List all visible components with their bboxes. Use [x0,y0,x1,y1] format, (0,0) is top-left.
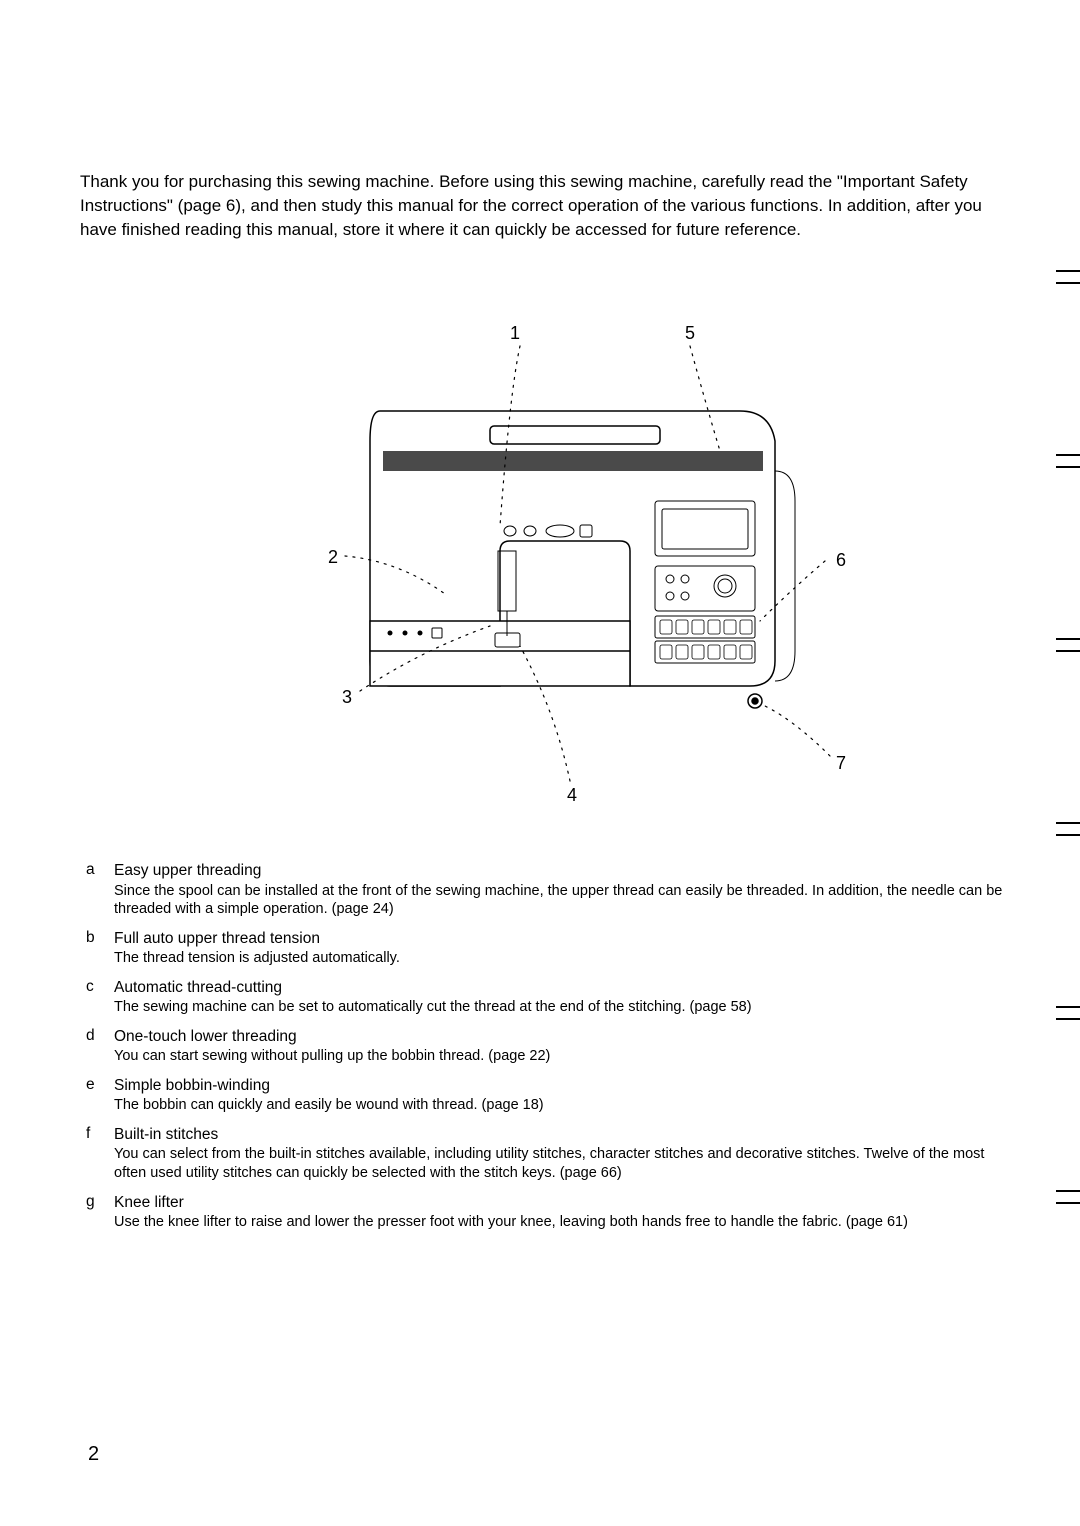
callout-1: 1 [510,323,520,343]
callout-5: 5 [685,323,695,343]
feature-title: Easy upper threading [114,861,1020,881]
feature-item: d One-touch lower threading You can star… [86,1027,1020,1066]
feature-item: c Automatic thread-cutting The sewing ma… [86,978,1020,1017]
feature-desc: You can select from the built-in stitche… [114,1145,1020,1183]
feature-letter: b [86,929,114,968]
feature-desc: Use the knee lifter to raise and lower t… [114,1213,1020,1232]
sewing-machine-diagram: 1 2 3 4 5 6 7 [200,291,900,811]
feature-desc: You can start sewing without pulling up … [114,1047,1020,1066]
page-number: 2 [88,1443,99,1466]
callout-2: 2 [328,547,338,567]
feature-letter: a [86,861,114,919]
callout-4: 4 [567,785,577,805]
diagram-container: 1 2 3 4 5 6 7 [80,291,1020,811]
feature-letter: e [86,1076,114,1115]
feature-title: Knee lifter [114,1193,1020,1213]
feature-desc: The sewing machine can be set to automat… [114,998,1020,1017]
feature-item: b Full auto upper thread tension The thr… [86,929,1020,968]
feature-letter: f [86,1125,114,1183]
callout-3: 3 [342,687,352,707]
feature-item: f Built-in stitches You can select from … [86,1125,1020,1183]
callout-7: 7 [836,753,846,773]
callout-6: 6 [836,550,846,570]
side-tab-mark [1056,822,1080,836]
side-tab-mark [1056,270,1080,284]
feature-title: Built-in stitches [114,1125,1020,1145]
feature-list: a Easy upper threading Since the spool c… [80,861,1020,1232]
feature-title: One-touch lower threading [114,1027,1020,1047]
feature-item: g Knee lifter Use the knee lifter to rai… [86,1193,1020,1232]
side-tab-mark [1056,1190,1080,1204]
side-tab-mark [1056,638,1080,652]
feature-letter: g [86,1193,114,1232]
feature-letter: d [86,1027,114,1066]
feature-item: a Easy upper threading Since the spool c… [86,861,1020,919]
feature-desc: The thread tension is adjusted automatic… [114,949,1020,968]
feature-title: Full auto upper thread tension [114,929,1020,949]
intro-paragraph: Thank you for purchasing this sewing mac… [80,170,1020,241]
feature-letter: c [86,978,114,1017]
feature-title: Automatic thread-cutting [114,978,1020,998]
feature-item: e Simple bobbin-winding The bobbin can q… [86,1076,1020,1115]
feature-desc: The bobbin can quickly and easily be wou… [114,1096,1020,1115]
side-tab-marks [1056,270,1080,1374]
feature-desc: Since the spool can be installed at the … [114,882,1020,920]
side-tab-mark [1056,454,1080,468]
feature-title: Simple bobbin-winding [114,1076,1020,1096]
side-tab-mark [1056,1006,1080,1020]
